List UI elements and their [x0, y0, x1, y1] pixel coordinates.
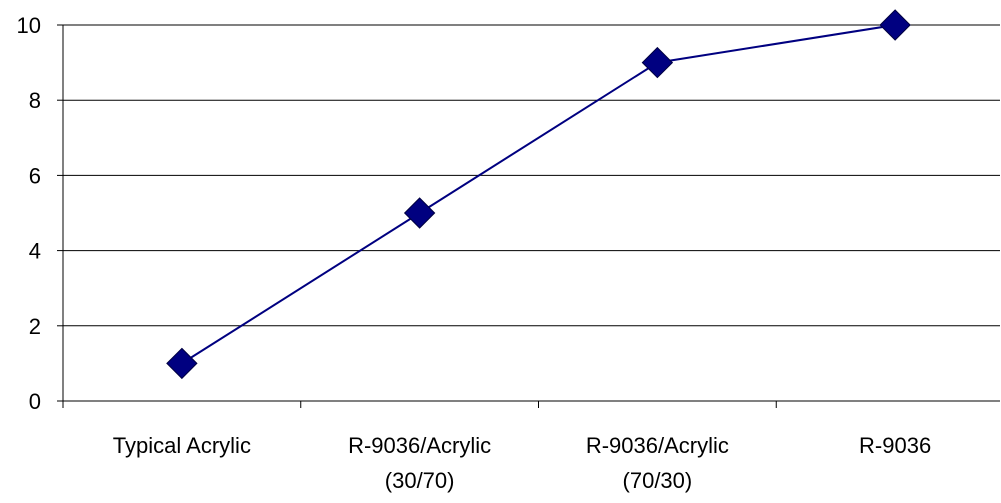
x-category-label: Typical Acrylic [113, 433, 251, 458]
y-tick-label: 2 [29, 314, 41, 339]
x-category-label: R-9036 [859, 433, 931, 458]
gridlines [63, 24, 1000, 327]
y-tick-label: 6 [29, 163, 41, 188]
y-tick-labels: 0 2 4 6 8 10 [17, 13, 41, 414]
data-point-marker [641, 46, 674, 79]
y-tick-label: 10 [17, 13, 41, 38]
x-category-label: R-9036/Acrylic (30/70) [348, 433, 491, 493]
series [166, 9, 911, 380]
series-line [181, 24, 896, 365]
data-point-marker [166, 347, 198, 380]
x-category-label: R-9036/Acrylic (70/30) [586, 433, 729, 493]
y-tick-label: 8 [29, 88, 41, 113]
data-point-marker [403, 197, 436, 229]
x-category-labels: Typical Acrylic R-9036/Acrylic (30/70) R-90… [113, 433, 931, 493]
y-tick-label: 0 [29, 389, 41, 414]
data-point-marker [879, 9, 911, 41]
y-tick-label: 4 [29, 239, 41, 264]
axes [57, 24, 1000, 408]
